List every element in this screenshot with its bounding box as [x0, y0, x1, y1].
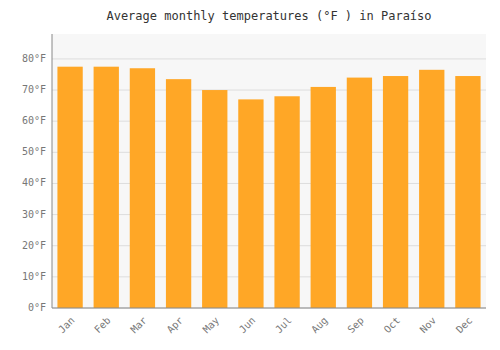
bar — [347, 78, 372, 308]
bar — [130, 68, 155, 308]
grid-line — [52, 308, 486, 309]
x-tick-label: Apr — [165, 315, 186, 336]
y-tick-label: 0°F — [28, 302, 46, 313]
bar — [238, 99, 263, 308]
y-tick-label: 50°F — [22, 146, 46, 157]
bar — [455, 76, 480, 308]
y-tick-label: 70°F — [22, 84, 46, 95]
y-tick-label: 30°F — [22, 209, 46, 220]
bar — [57, 67, 82, 308]
y-tick-label: 20°F — [22, 240, 46, 251]
x-axis-line — [52, 308, 486, 309]
y-tick-label: 60°F — [22, 115, 46, 126]
x-tick-label: Oct — [382, 315, 403, 336]
x-tick-label: Aug — [309, 315, 330, 336]
bar — [202, 90, 227, 308]
bar — [166, 79, 191, 308]
y-tick-label: 10°F — [22, 271, 46, 282]
x-tick-label: Mar — [128, 315, 149, 336]
bar — [94, 67, 119, 308]
x-tick-label: Sep — [345, 315, 366, 336]
x-tick-label: Jul — [273, 315, 294, 336]
chart: 0°F 10°F 20°F 30°F 40°F 50°F 60°F 70°F 80°F Jan Fe… — [0, 0, 500, 350]
x-tick-label: May — [201, 315, 222, 336]
bar — [311, 87, 336, 308]
y-tick-label: 40°F — [22, 177, 46, 188]
x-tick-label: Jun — [237, 315, 258, 336]
bars — [57, 67, 480, 308]
grid — [52, 59, 486, 308]
x-tick-label: Nov — [418, 315, 439, 336]
x-tick-label: Dec — [454, 315, 475, 336]
bar — [419, 70, 444, 308]
plot-background — [52, 34, 486, 308]
bar — [274, 96, 299, 308]
bar — [383, 76, 408, 308]
x-tick-label: Jan — [56, 315, 77, 336]
y-tick-label: 80°F — [22, 53, 46, 64]
x-tick-label: Feb — [92, 315, 113, 336]
grid-line — [52, 58, 486, 59]
y-axis-line — [52, 34, 53, 308]
chart-container: 0°F 10°F 20°F 30°F 40°F 50°F 60°F 70°F 80°F Jan Fe… — [0, 0, 500, 350]
title: Average monthly temperatures (°F ) in Pa… — [106, 9, 431, 23]
